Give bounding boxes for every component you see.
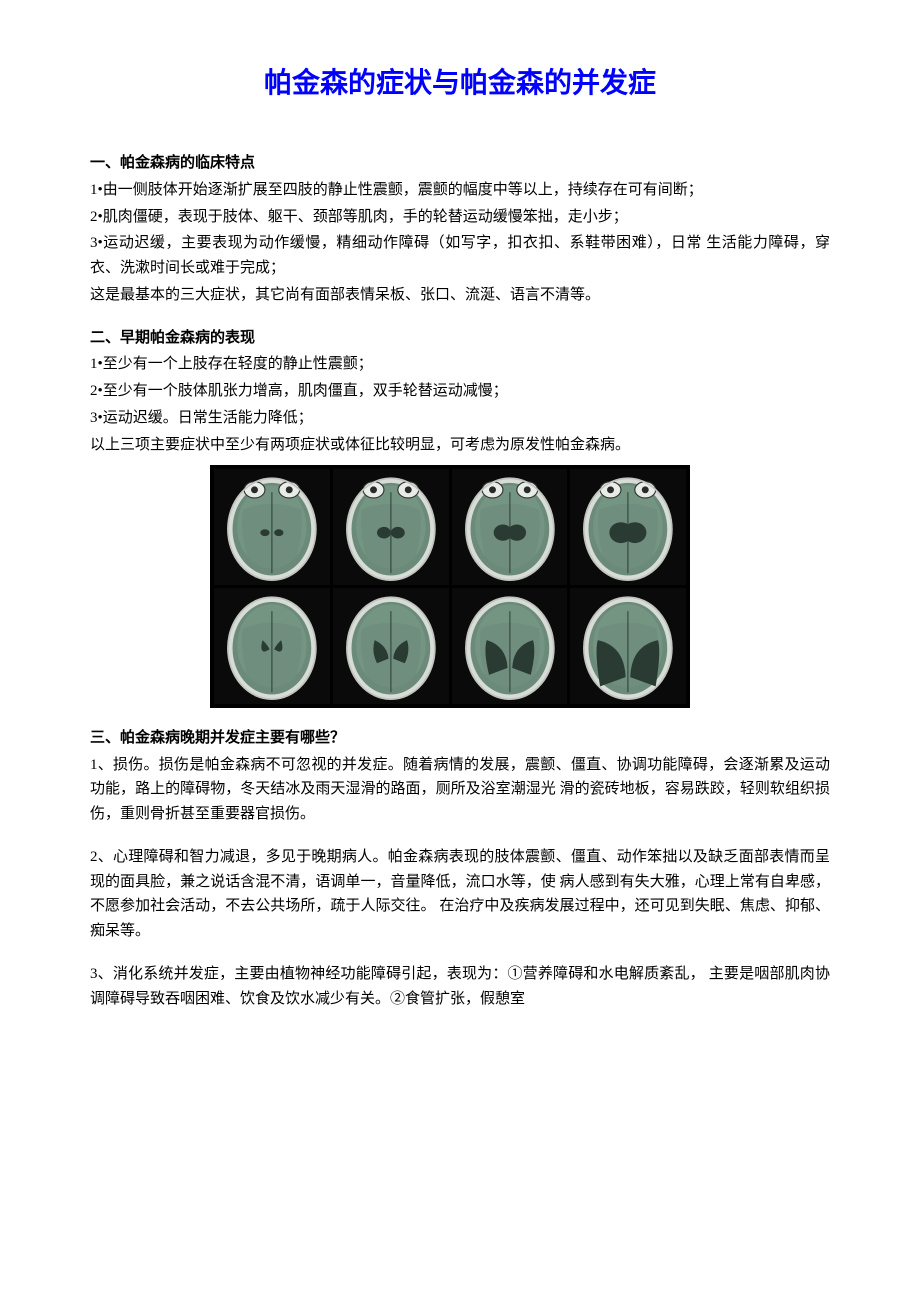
section2-heading: 二、早期帕金森病的表现	[90, 326, 830, 351]
section1-p2: 2•肌肉僵硬，表现于肢体、躯干、颈部等肌肉，手的轮替运动缓慢笨拙，走小步；	[90, 205, 830, 230]
page-title: 帕金森的症状与帕金森的并发症	[90, 60, 830, 106]
brain-scan-slice	[333, 469, 449, 585]
section2-p3: 3•运动迟缓。日常生活能力降低；	[90, 406, 830, 431]
section1-p4: 这是最基本的三大症状，其它尚有面部表情呆板、张口、流涎、语言不清等。	[90, 283, 830, 308]
brain-scan-slice	[333, 588, 449, 704]
section3-p3: 3、消化系统并发症，主要由植物神经功能障碍引起，表现为：①营养障碍和水电解质紊乱…	[90, 962, 830, 1012]
section1-p3: 3•运动迟缓，主要表现为动作缓慢，精细动作障碍（如写字，扣衣扣、系鞋带困难），日…	[90, 231, 830, 281]
brain-scan-slice	[452, 469, 568, 585]
brain-scan-slice	[570, 588, 686, 704]
section3-p1: 1、损伤。损伤是帕金森病不可忽视的并发症。随着病情的发展，震颤、僵直、协调功能障…	[90, 753, 830, 827]
section3-heading: 三、帕金森病晚期并发症主要有哪些？	[90, 726, 830, 751]
section2-p1: 1•至少有一个上肢存在轻度的静止性震颤；	[90, 352, 830, 377]
brain-scan-slice	[214, 469, 330, 585]
section3-p2: 2、心理障碍和智力减退，多见于晚期病人。帕金森病表现的肢体震颤、僵直、动作笨拙以…	[90, 845, 830, 944]
section2-p2: 2•至少有一个肢体肌张力增高，肌肉僵直，双手轮替运动减慢；	[90, 379, 830, 404]
brain-scan-slice	[452, 588, 568, 704]
brain-scan-slice	[214, 588, 330, 704]
section2-p4: 以上三项主要症状中至少有两项症状或体征比较明显，可考虑为原发性帕金森病。	[90, 433, 830, 458]
section1-heading: 一、帕金森病的临床特点	[90, 151, 830, 176]
brain-mri-figure	[210, 465, 690, 708]
section1-p1: 1•由一侧肢体开始逐渐扩展至四肢的静止性震颤，震颤的幅度中等以上，持续存在可有间…	[90, 178, 830, 203]
scan-grid	[214, 469, 686, 704]
brain-scan-slice	[570, 469, 686, 585]
